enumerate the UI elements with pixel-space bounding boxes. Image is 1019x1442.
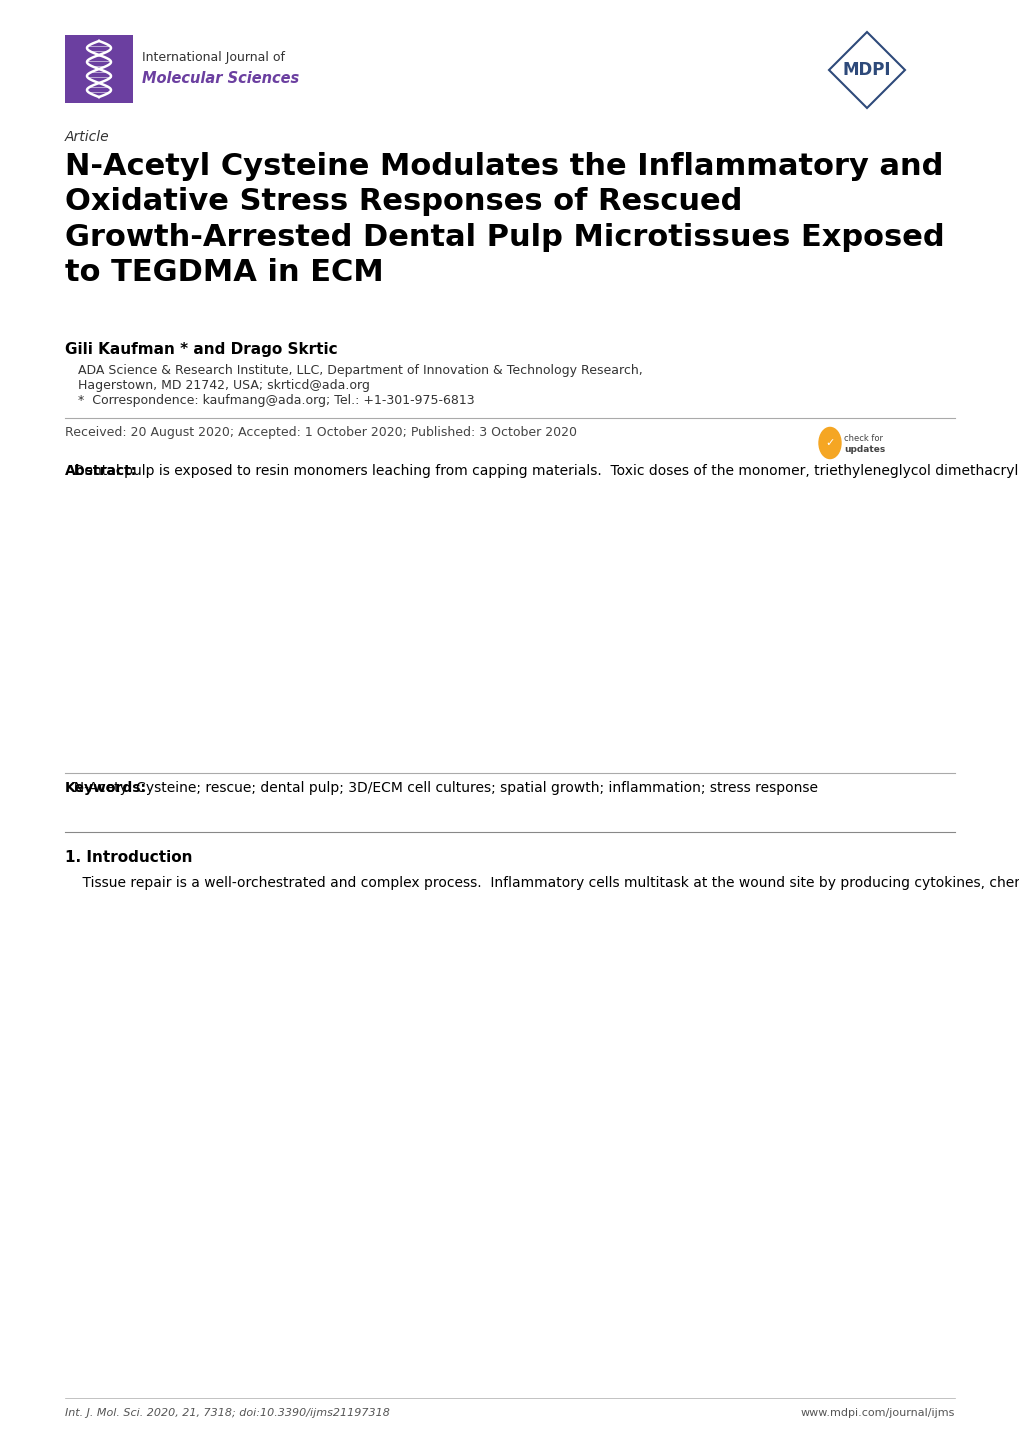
Text: Gili Kaufman * and Drago Skrtic: Gili Kaufman * and Drago Skrtic	[65, 342, 337, 358]
Text: MDPI: MDPI	[842, 61, 891, 79]
Text: updates: updates	[843, 446, 884, 454]
Polygon shape	[828, 32, 904, 108]
Text: Molecular Sciences: Molecular Sciences	[142, 71, 299, 87]
Text: Int. J. Mol. Sci. 2020, 21, 7318; doi:10.3390/ijms21197318: Int. J. Mol. Sci. 2020, 21, 7318; doi:10…	[65, 1407, 389, 1417]
Text: Dental pulp is exposed to resin monomers leaching from capping materials.  Toxic: Dental pulp is exposed to resin monomers…	[65, 464, 1019, 477]
Text: N-Acetyl Cysteine; rescue; dental pulp; 3D/ECM cell cultures; spatial growth; in: N-Acetyl Cysteine; rescue; dental pulp; …	[65, 782, 817, 795]
Text: www.mdpi.com/journal/ijms: www.mdpi.com/journal/ijms	[800, 1407, 954, 1417]
Text: Abstract:: Abstract:	[65, 464, 138, 477]
Text: ✓: ✓	[824, 438, 834, 448]
Text: International Journal of: International Journal of	[142, 50, 284, 63]
Text: ADA Science & Research Institute, LLC, Department of Innovation & Technology Res: ADA Science & Research Institute, LLC, D…	[77, 363, 642, 376]
FancyBboxPatch shape	[65, 35, 132, 102]
Text: Received: 20 August 2020; Accepted: 1 October 2020; Published: 3 October 2020: Received: 20 August 2020; Accepted: 1 Oc…	[65, 425, 577, 438]
Text: Keywords:: Keywords:	[65, 782, 147, 795]
Circle shape	[818, 427, 841, 459]
Text: Hagerstown, MD 21742, USA; skrticd@ada.org: Hagerstown, MD 21742, USA; skrticd@ada.o…	[77, 379, 370, 392]
Text: check for: check for	[843, 434, 882, 443]
Text: N-Acetyl Cysteine Modulates the Inflammatory and
Oxidative Stress Responses of R: N-Acetyl Cysteine Modulates the Inflamma…	[65, 151, 944, 287]
Text: Article: Article	[65, 130, 109, 144]
Text: *  Correspondence: kaufmang@ada.org; Tel.: +1-301-975-6813: * Correspondence: kaufmang@ada.org; Tel.…	[77, 394, 474, 407]
Text: 1. Introduction: 1. Introduction	[65, 849, 193, 865]
Text: Tissue repair is a well-orchestrated and complex process.  Inflammatory cells mu: Tissue repair is a well-orchestrated and…	[65, 875, 1019, 890]
